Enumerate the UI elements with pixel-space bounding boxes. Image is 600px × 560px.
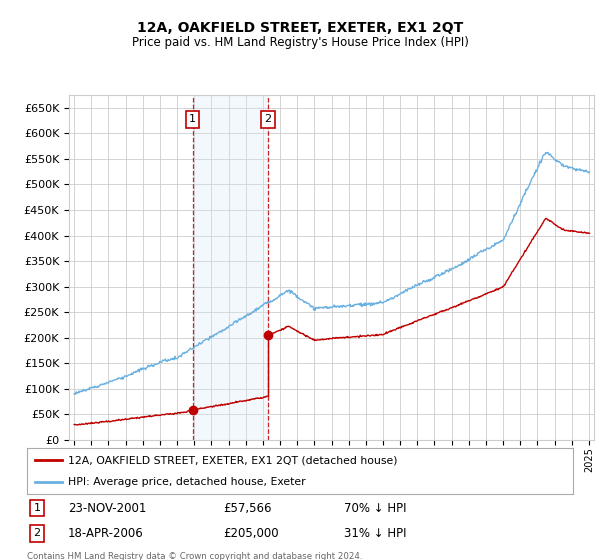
Text: 18-APR-2006: 18-APR-2006 [68,527,144,540]
Text: 2: 2 [34,529,41,539]
Text: 2: 2 [265,114,272,124]
Text: £57,566: £57,566 [224,502,272,515]
Text: Price paid vs. HM Land Registry's House Price Index (HPI): Price paid vs. HM Land Registry's House … [131,36,469,49]
Text: 31% ↓ HPI: 31% ↓ HPI [344,527,406,540]
Text: 12A, OAKFIELD STREET, EXETER, EX1 2QT (detached house): 12A, OAKFIELD STREET, EXETER, EX1 2QT (d… [68,455,397,465]
Text: 1: 1 [34,503,41,514]
Text: 1: 1 [189,114,196,124]
Bar [193,95,268,440]
Text: 12A, OAKFIELD STREET, EXETER, EX1 2QT: 12A, OAKFIELD STREET, EXETER, EX1 2QT [137,21,463,35]
Text: 70% ↓ HPI: 70% ↓ HPI [344,502,406,515]
Text: £205,000: £205,000 [224,527,279,540]
Text: Contains HM Land Registry data © Crown copyright and database right 2024.
This d: Contains HM Land Registry data © Crown c… [27,552,362,560]
Text: HPI: Average price, detached house, Exeter: HPI: Average price, detached house, Exet… [68,477,305,487]
Text: 23-NOV-2001: 23-NOV-2001 [68,502,146,515]
